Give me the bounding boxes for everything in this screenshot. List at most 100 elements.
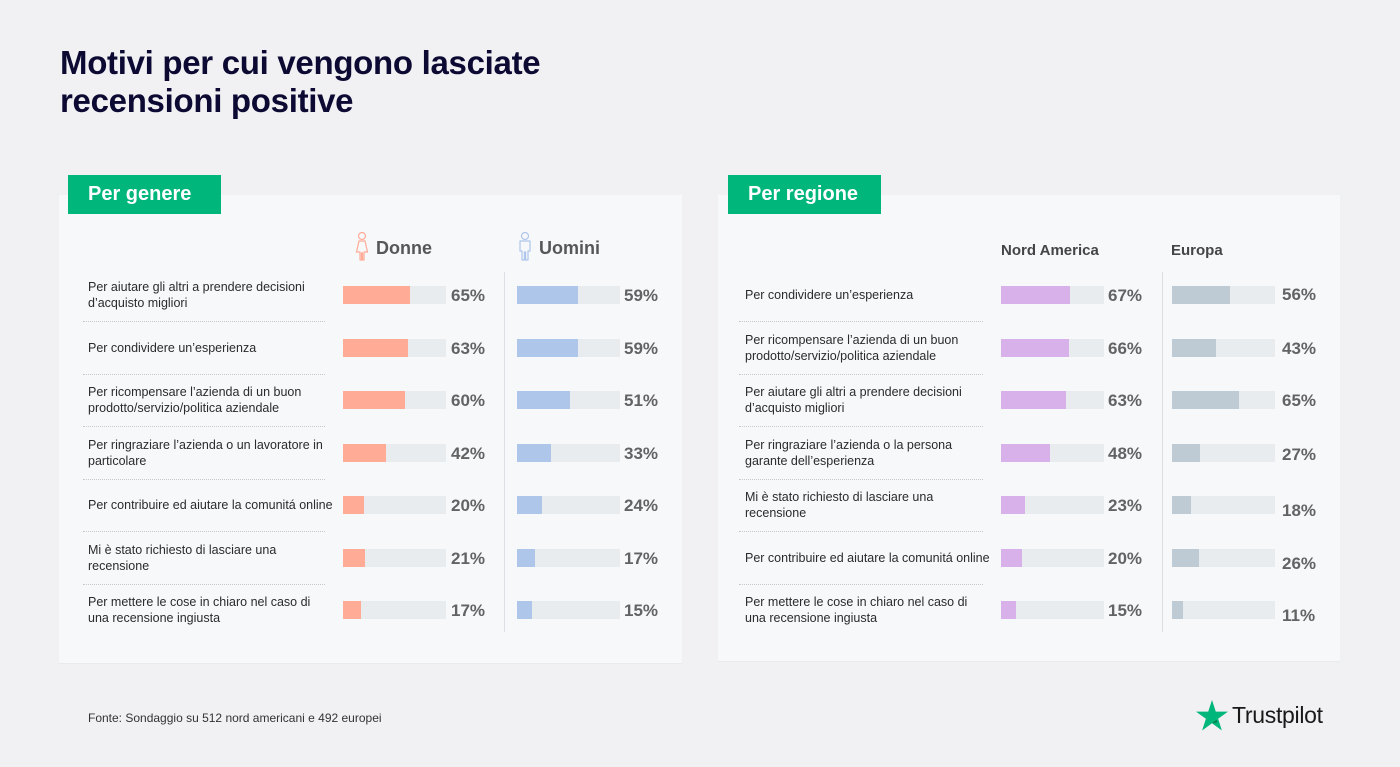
bar-nord-america: [1001, 601, 1017, 619]
row-separator: [739, 321, 983, 323]
data-label: 48%: [1108, 443, 1143, 463]
bar-track: [517, 443, 620, 462]
data-label: 20%: [451, 496, 486, 515]
bar-track: [517, 286, 620, 304]
bar-track: [1001, 496, 1104, 514]
bar-track: [1172, 601, 1275, 619]
bar-track: [1172, 548, 1275, 567]
row-separator: [739, 583, 983, 585]
bar-donne: [343, 496, 364, 514]
bar-nord-america: [1001, 338, 1069, 357]
bar-track: [1001, 338, 1104, 357]
bar-track: [343, 443, 446, 462]
bar-track: [1001, 391, 1104, 409]
row-separator: [83, 583, 325, 585]
data-label: 11%: [1282, 606, 1316, 625]
category-label: Per ricompensare l’azienda di un buon pr…: [88, 385, 302, 415]
bar-europa: [1172, 286, 1230, 304]
data-label: 43%: [1282, 338, 1317, 358]
bar-nord-america: [1001, 496, 1025, 514]
bar-europa: [1172, 443, 1200, 462]
bar-track: [517, 496, 620, 514]
category-label: Per contribuire ed aiutare la comunitá o…: [745, 550, 990, 565]
bar-track: [343, 338, 446, 357]
bar-track: [1172, 391, 1275, 409]
data-label: 67%: [1108, 286, 1143, 305]
category-label: Per mettere le cose in chiaro nel caso d…: [745, 595, 968, 625]
bar-uomini: [517, 286, 578, 304]
bar-donne: [343, 338, 408, 357]
category-label: Per ringraziare l’azienda o un lavorator…: [88, 437, 323, 468]
bar-europa: [1172, 391, 1239, 409]
data-label: 24%: [624, 496, 659, 515]
category-label: Per ringraziare l’azienda o la persona g…: [745, 437, 953, 468]
woman-icon: [355, 231, 369, 261]
data-label: 56%: [1282, 285, 1317, 304]
bar-europa: [1172, 496, 1191, 514]
bar-europa: [1172, 548, 1199, 567]
bar-uomini: [517, 391, 570, 409]
legend-nord-america: Nord America: [1001, 242, 1099, 259]
data-label: 15%: [624, 601, 659, 620]
data-label: 17%: [624, 548, 659, 568]
bar-track: [1001, 601, 1104, 619]
row-separator: [83, 531, 325, 533]
row-separator: [83, 478, 325, 480]
data-label: 17%: [451, 601, 486, 620]
category-label: Per contribuire ed aiutare la comunitá o…: [88, 498, 333, 512]
row-separator: [739, 373, 983, 375]
bar-uomini: [517, 548, 535, 567]
data-label: 33%: [624, 443, 659, 463]
data-label: 23%: [1108, 496, 1143, 515]
bar-track: [517, 391, 620, 409]
data-label: 42%: [451, 443, 486, 463]
column-divider: [504, 272, 505, 632]
bar-track: [343, 286, 446, 304]
bar-donne: [343, 548, 365, 567]
row-separator: [83, 373, 325, 375]
data-label: 65%: [451, 286, 486, 305]
data-label: 59%: [624, 286, 659, 305]
bar-nord-america: [1001, 391, 1066, 409]
bar-donne: [343, 601, 361, 619]
category-label: Per ricompensare l’azienda di un buon pr…: [745, 332, 959, 363]
gender-tab: Per genere: [68, 175, 221, 214]
category-label: Per condividere un’esperienza: [745, 288, 914, 302]
bar-track: [517, 548, 620, 567]
bar-donne: [343, 286, 410, 304]
bar-track: [343, 496, 446, 514]
bar-donne: [343, 443, 387, 462]
bar-uomini: [517, 338, 578, 357]
bar-track: [343, 601, 446, 619]
region-tab: Per regione: [728, 175, 881, 214]
row-separator: [739, 478, 983, 480]
logo-text: Trustpilot: [1232, 701, 1323, 728]
bar-uomini: [517, 443, 551, 462]
category-label: Per condividere un’esperienza: [88, 340, 257, 355]
legend-donne-label: Donne: [376, 238, 432, 258]
bar-track: [1172, 338, 1275, 357]
data-label: 65%: [1282, 391, 1317, 410]
page-title: Motivi per cui vengono lasciate recensio…: [60, 44, 541, 119]
data-label: 27%: [1282, 444, 1317, 464]
category-label: Per aiutare gli altri a prendere decisio…: [88, 280, 305, 310]
category-label: Per aiutare gli altri a prendere decisio…: [745, 385, 962, 415]
data-label: 15%: [1108, 601, 1143, 620]
bar-track: [343, 548, 446, 567]
category-label: Per mettere le cose in chiaro nel caso d…: [88, 595, 311, 625]
data-label: 60%: [451, 391, 486, 410]
row-separator: [739, 531, 983, 533]
bar-track: [1172, 496, 1275, 514]
data-label: 20%: [1108, 548, 1143, 568]
row-separator: [83, 426, 325, 428]
data-label: 26%: [1282, 553, 1317, 573]
row-separator: [739, 426, 983, 428]
source-note: Fonte: Sondaggio su 512 nord americani e…: [88, 711, 382, 725]
bar-track: [1001, 443, 1104, 462]
bar-track: [1172, 443, 1275, 462]
bar-track: [517, 338, 620, 357]
bar-nord-america: [1001, 443, 1051, 462]
legend-uomini-label: Uomini: [539, 238, 600, 258]
bar-nord-america: [1001, 548, 1022, 567]
